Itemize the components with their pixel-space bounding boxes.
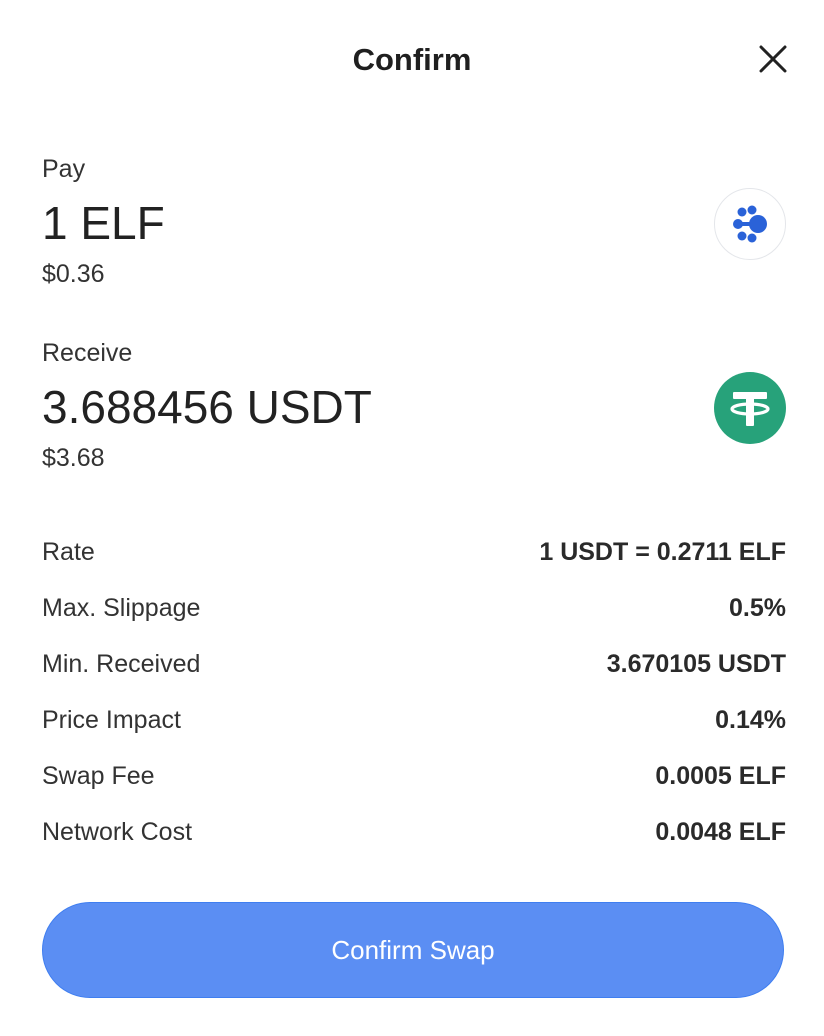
pay-amount: 1 ELF: [42, 197, 165, 249]
receive-label: Receive: [42, 339, 133, 367]
network-cost-label: Network Cost: [42, 817, 193, 846]
swap-fee-value: 0.0005 ELF: [655, 761, 786, 790]
close-icon[interactable]: [754, 40, 792, 78]
min-received-value: 3.670105 USDT: [606, 649, 786, 678]
pay-label: Pay: [42, 155, 86, 183]
detail-row-network-cost: Network Cost 0.0048 ELF: [42, 804, 786, 860]
rate-label: Rate: [42, 537, 95, 566]
swap-fee-label: Swap Fee: [42, 761, 155, 790]
modal-title: Confirm: [352, 42, 472, 77]
receive-section: Receive 3.688456 USDT $3.68: [42, 336, 786, 486]
detail-row-max-slippage: Max. Slippage 0.5%: [42, 580, 786, 636]
max-slippage-label: Max. Slippage: [42, 593, 201, 622]
network-cost-value: 0.0048 ELF: [655, 817, 786, 846]
price-impact-value: 0.14%: [715, 705, 786, 734]
detail-row-price-impact: Price Impact 0.14%: [42, 692, 786, 748]
usdt-token-icon: [714, 372, 786, 444]
pay-usd-value: $0.36: [42, 260, 105, 288]
pay-section: Pay 1 ELF $0.36: [42, 152, 786, 302]
modal-header: Confirm: [0, 0, 824, 118]
detail-row-min-received: Min. Received 3.670105 USDT: [42, 636, 786, 692]
min-received-label: Min. Received: [42, 649, 201, 678]
swap-details: Rate 1 USDT = 0.2711 ELF Max. Slippage 0…: [42, 524, 786, 860]
detail-row-rate: Rate 1 USDT = 0.2711 ELF: [42, 524, 786, 580]
price-impact-label: Price Impact: [42, 705, 181, 734]
confirm-swap-button[interactable]: Confirm Swap: [42, 902, 784, 998]
receive-usd-value: $3.68: [42, 444, 105, 472]
elf-token-icon: [714, 188, 786, 260]
rate-value: 1 USDT = 0.2711 ELF: [539, 537, 786, 566]
receive-amount: 3.688456 USDT: [42, 381, 372, 433]
detail-row-swap-fee: Swap Fee 0.0005 ELF: [42, 748, 786, 804]
max-slippage-value: 0.5%: [729, 593, 786, 622]
